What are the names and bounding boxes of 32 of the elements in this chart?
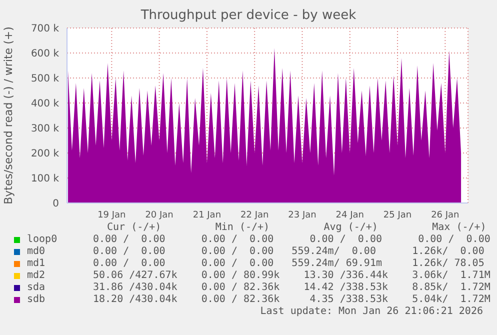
y-tick-label: 200 k <box>30 148 60 160</box>
legend-label: md2 <box>27 270 46 281</box>
text: 0.00 / 0.00 0.00 / 0.00 0.00 / 0.00 0.00 / 0.00 <box>93 234 490 245</box>
y-tick-label: 0 <box>52 198 59 210</box>
chart-title: Throughput per device - by week <box>140 8 358 23</box>
y-tick-label: 300 k <box>30 124 60 135</box>
text: 31.86 /430.04k 0.00 / 82.36k 14.42 /338.53k 8.85k/ 1.72M <box>93 282 490 293</box>
x-tick-label: 19 Jan <box>98 210 126 220</box>
x-tick-label: 21 Jan <box>192 210 222 220</box>
text: 50.06 /427.67k 0.00 / 80.99k 13.30 /336.44k 3.06k/ 1.71M <box>93 270 490 281</box>
legend-label: loop0 <box>27 234 58 245</box>
y-tick-label: 100 k <box>30 174 60 185</box>
x-tick-label: 22 Jan <box>240 210 269 220</box>
text: 0.00 / 0.00 0.00 / 0.00 559.24m/ 0.00 1.26k/ 0.00 <box>93 246 484 257</box>
y-tick-label: 600 k <box>30 48 60 60</box>
legend-label: sdb <box>27 294 46 305</box>
text: 0.00 / 0.00 0.00 / 0.00 559.24m/ 69.91m 1.26k/ 78.05 <box>93 258 484 269</box>
x-tick-label: 26 Jan <box>431 210 460 220</box>
x-tick-label: 20 Jan <box>145 210 174 220</box>
y-tick-label: 400 k <box>30 98 60 110</box>
text: 18.20 /430.04k 0.00 / 82.36k 4.35 /338.53k 5.04k/ 1.72M <box>93 294 490 305</box>
x-tick-label: 24 Jan <box>336 210 364 220</box>
legend-label: md0 <box>27 246 46 257</box>
text: Cur (-/+) Min (-/+) Avg (-/+) Max (-/+) <box>107 222 486 233</box>
y-axis-title: Bytes/second read (-) / write (+) <box>2 26 15 204</box>
text: Last update: Mon Jan 26 21:06:21 2026 <box>260 306 483 317</box>
y-tick-label: 700 k <box>30 24 60 35</box>
legend-label: md1 <box>27 258 46 269</box>
y-tick-label: 500 k <box>30 74 60 85</box>
x-tick-label: 23 Jan <box>288 210 316 220</box>
x-tick-label: 25 Jan <box>383 210 412 220</box>
legend-label: sda <box>27 282 46 293</box>
